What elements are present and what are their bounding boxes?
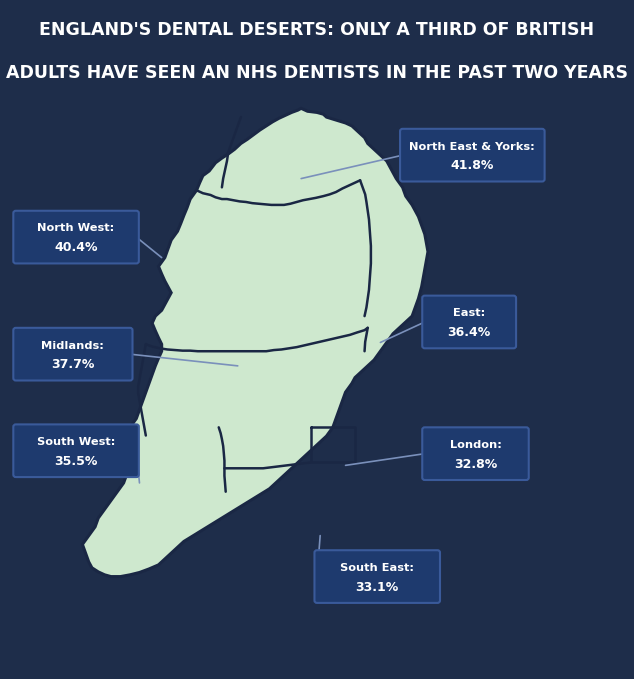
Text: ENGLAND'S DENTAL DESERTS: ONLY A THIRD OF BRITISH: ENGLAND'S DENTAL DESERTS: ONLY A THIRD O…	[39, 21, 595, 39]
FancyBboxPatch shape	[400, 129, 545, 181]
Text: 32.8%: 32.8%	[454, 458, 497, 471]
Text: 40.4%: 40.4%	[55, 241, 98, 254]
Text: South East:: South East:	[340, 563, 414, 573]
Text: London:: London:	[450, 440, 501, 450]
Polygon shape	[82, 109, 428, 576]
Text: North East & Yorks:: North East & Yorks:	[410, 141, 535, 151]
FancyBboxPatch shape	[13, 424, 139, 477]
Text: 41.8%: 41.8%	[451, 159, 494, 172]
Text: East:: East:	[453, 308, 485, 318]
Text: ADULTS HAVE SEEN AN NHS DENTISTS IN THE PAST TWO YEARS: ADULTS HAVE SEEN AN NHS DENTISTS IN THE …	[6, 64, 628, 82]
Text: North West:: North West:	[37, 223, 115, 234]
Text: 33.1%: 33.1%	[356, 581, 399, 593]
FancyBboxPatch shape	[422, 427, 529, 480]
FancyBboxPatch shape	[13, 328, 133, 380]
Text: 36.4%: 36.4%	[448, 326, 491, 339]
FancyBboxPatch shape	[314, 550, 440, 603]
Text: Midlands:: Midlands:	[41, 341, 105, 350]
Text: South West:: South West:	[37, 437, 115, 447]
FancyBboxPatch shape	[422, 295, 516, 348]
FancyBboxPatch shape	[13, 210, 139, 263]
Text: 35.5%: 35.5%	[55, 455, 98, 468]
Text: 37.7%: 37.7%	[51, 359, 94, 371]
